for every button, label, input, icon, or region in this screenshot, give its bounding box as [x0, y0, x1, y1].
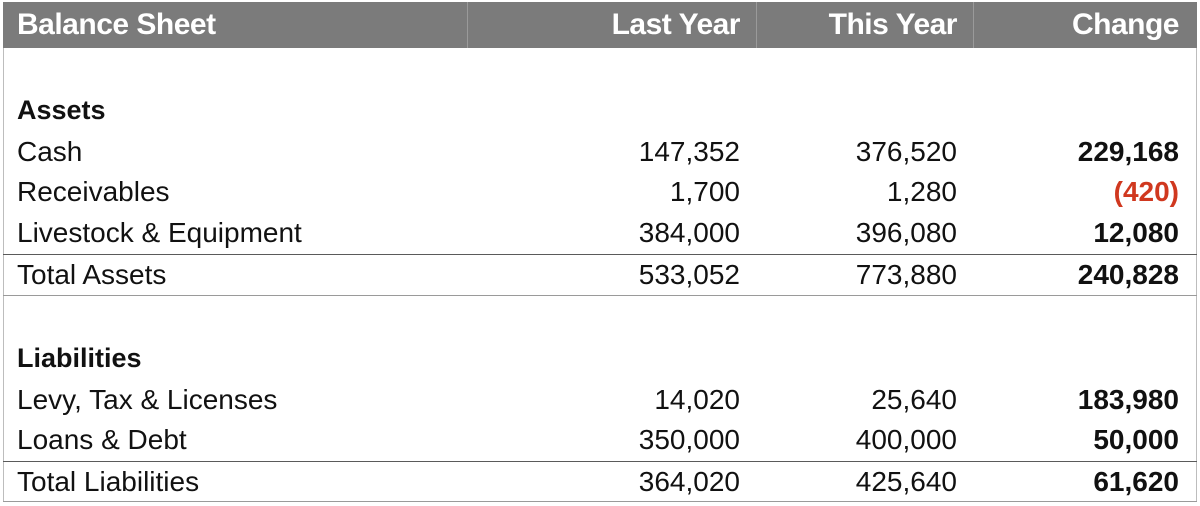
total-change: 240,828 [1077, 259, 1179, 290]
total-last-year: 364,020 [638, 466, 740, 497]
row-change-negative: (420) [1113, 176, 1179, 207]
header-this-year: This Year [756, 2, 973, 48]
row-this-year: 376,520 [855, 136, 957, 167]
total-change: 61,620 [1093, 466, 1179, 497]
liabilities-heading-row: Liabilities [3, 338, 1197, 378]
row-last-year: 384,000 [638, 217, 740, 248]
row-this-year: 25,640 [871, 384, 957, 415]
row-this-year: 1,280 [886, 176, 957, 207]
row-this-year: 396,080 [855, 217, 957, 248]
row-label: Cash [17, 136, 83, 167]
row-last-year: 147,352 [638, 136, 740, 167]
table-row: Livestock & Equipment 384,000 396,080 12… [3, 213, 1197, 253]
assets-heading-row: Assets [3, 90, 1197, 130]
table-border-right [1196, 48, 1197, 502]
row-change: 50,000 [1093, 424, 1179, 455]
header-title: Balance Sheet [17, 8, 216, 41]
total-this-year: 773,880 [855, 259, 957, 290]
table-row: Cash 147,352 376,520 229,168 [3, 132, 1197, 172]
row-change: 229,168 [1077, 136, 1179, 167]
header-last-year: Last Year [467, 2, 756, 48]
total-label: Total Assets [17, 259, 167, 290]
row-label: Receivables [17, 176, 170, 207]
row-last-year: 14,020 [654, 384, 740, 415]
total-this-year: 425,640 [855, 466, 957, 497]
row-label: Loans & Debt [17, 424, 187, 455]
divider [3, 295, 1197, 296]
liabilities-heading: Liabilities [17, 343, 142, 373]
table-row: Receivables 1,700 1,280 (420) [3, 172, 1197, 212]
table-header: Balance Sheet Last Year This Year Change [3, 2, 1197, 48]
table-row: Loans & Debt 350,000 400,000 50,000 [3, 420, 1197, 460]
table-row: Levy, Tax & Licenses 14,020 25,640 183,9… [3, 380, 1197, 420]
row-last-year: 1,700 [669, 176, 740, 207]
row-label: Levy, Tax & Licenses [17, 384, 278, 415]
total-label: Total Liabilities [17, 466, 200, 497]
total-assets-row: Total Assets 533,052 773,880 240,828 [3, 254, 1197, 295]
total-liabilities-row: Total Liabilities 364,020 425,640 61,620 [3, 461, 1197, 502]
row-change: 183,980 [1077, 384, 1179, 415]
row-this-year: 400,000 [855, 424, 957, 455]
row-label: Livestock & Equipment [17, 217, 302, 248]
table-border-left [3, 48, 4, 502]
header-change: Change [973, 2, 1197, 48]
row-change: 12,080 [1093, 217, 1179, 248]
row-last-year: 350,000 [638, 424, 740, 455]
total-last-year: 533,052 [638, 259, 740, 290]
table-border-bottom [3, 501, 1197, 502]
assets-heading: Assets [17, 95, 106, 125]
